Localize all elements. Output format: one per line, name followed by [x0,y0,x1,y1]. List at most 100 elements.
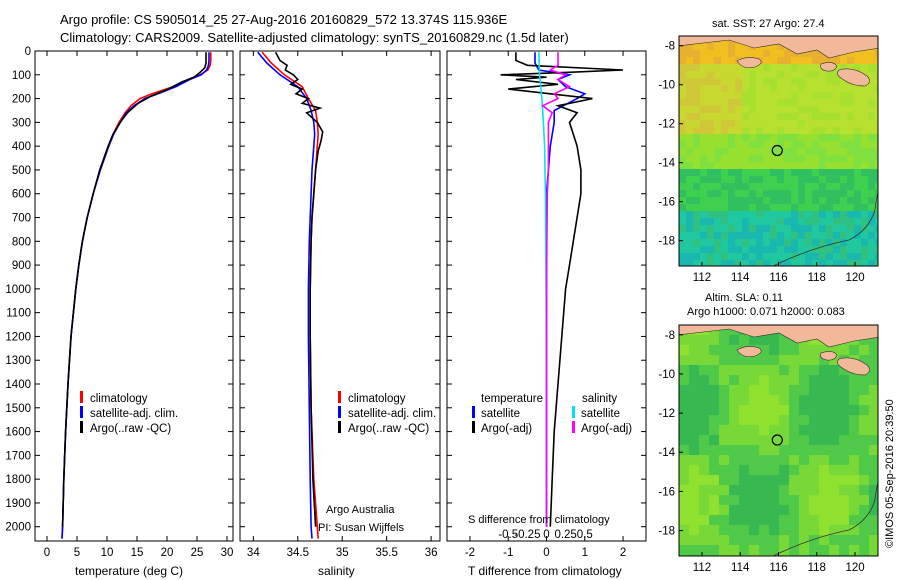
map-cell [777,190,785,198]
map-cell [798,211,806,219]
map-cell [812,78,820,86]
map-cell [728,113,736,121]
map-cell [700,85,708,93]
map-cell [769,515,780,526]
x-tick-label: 20 [161,547,174,559]
map-cell [812,113,820,121]
map-cell [847,218,855,226]
map-cell [756,169,764,177]
map-cell [861,176,869,184]
map-cell [729,375,740,386]
map-cell [777,176,785,184]
map-cell [700,43,708,51]
map-cell [840,239,848,247]
map-cell [729,435,740,446]
map-cell [735,253,743,261]
map-cell [799,375,810,386]
depth-tick-label: 1800 [5,474,31,486]
map-cell [729,385,740,396]
map-cell [714,260,722,266]
map-cell [784,232,792,240]
map-cell [839,525,850,536]
map-cell [869,415,878,426]
map-cell [868,197,876,205]
map-cell [829,495,840,506]
map-cell [840,197,848,205]
map-cell [833,253,841,261]
y-tick-label: -10 [658,80,675,92]
map-cell [777,162,785,170]
map-cell [679,525,690,536]
map-cell [875,232,878,240]
map-cell [779,525,790,536]
map-cell [829,425,840,436]
map-cell [861,141,869,149]
map-cell [719,455,730,466]
map-cell [805,253,813,261]
title-line-2: Climatology: CARS2009. Satellite-adjuste… [60,30,569,45]
map-cell [763,169,771,177]
map-cell [721,211,729,219]
map-cell [729,535,740,546]
map-cell [868,92,876,100]
map-cell [826,127,834,135]
map-cell [789,515,800,526]
land-island [736,57,762,69]
map-cell [707,57,715,65]
map-cell [849,505,860,516]
map-cell [868,78,876,86]
map-cell [693,120,701,128]
temperature-frame [34,50,234,542]
map-cell [847,211,855,219]
map-cell [770,162,778,170]
map-cell [728,155,736,163]
depth-tick-label: 800 [12,236,31,248]
map-cell [693,197,701,205]
map-cell [805,134,813,142]
map-cell [693,246,701,254]
map-cell [868,85,876,93]
map-cell [809,425,820,436]
map-cell [826,148,834,156]
map-cell [819,169,827,177]
map-cell [819,375,830,386]
map-cell [679,204,687,212]
series-s-argo-adj- [541,52,572,527]
map-cell [699,515,710,526]
legend-label: Argo(..raw -QC) [90,423,171,435]
legend-label: satellite [481,408,520,420]
map-cell [719,365,730,376]
map-cell [777,253,785,261]
map-cell [805,64,813,72]
map-cell [739,495,750,506]
map-cell [728,43,736,51]
map-cell [809,395,820,406]
map-cell [709,525,720,536]
map-cell [700,260,708,266]
map-cell [812,99,820,107]
map-cell [777,148,785,156]
map-cell [789,535,800,546]
map-cell [833,141,841,149]
map-cell [777,232,785,240]
map-cell [735,50,743,58]
map-cell [728,78,736,86]
map-cell [826,169,834,177]
map-cell [707,197,715,205]
map-cell [689,365,700,376]
legend-swatch [80,391,83,403]
map-cell [789,405,800,416]
map-cell [854,232,862,240]
map-cell [791,211,799,219]
map-cell [854,239,862,247]
map-cell [840,141,848,149]
map-cell [699,485,710,496]
map-cell [770,120,778,128]
map-cell [714,71,722,79]
map-cell [707,176,715,184]
map-cell [799,445,810,456]
map-cell [779,375,790,386]
map-cell [686,169,694,177]
map-cell [689,355,700,366]
map-cell [833,64,841,72]
